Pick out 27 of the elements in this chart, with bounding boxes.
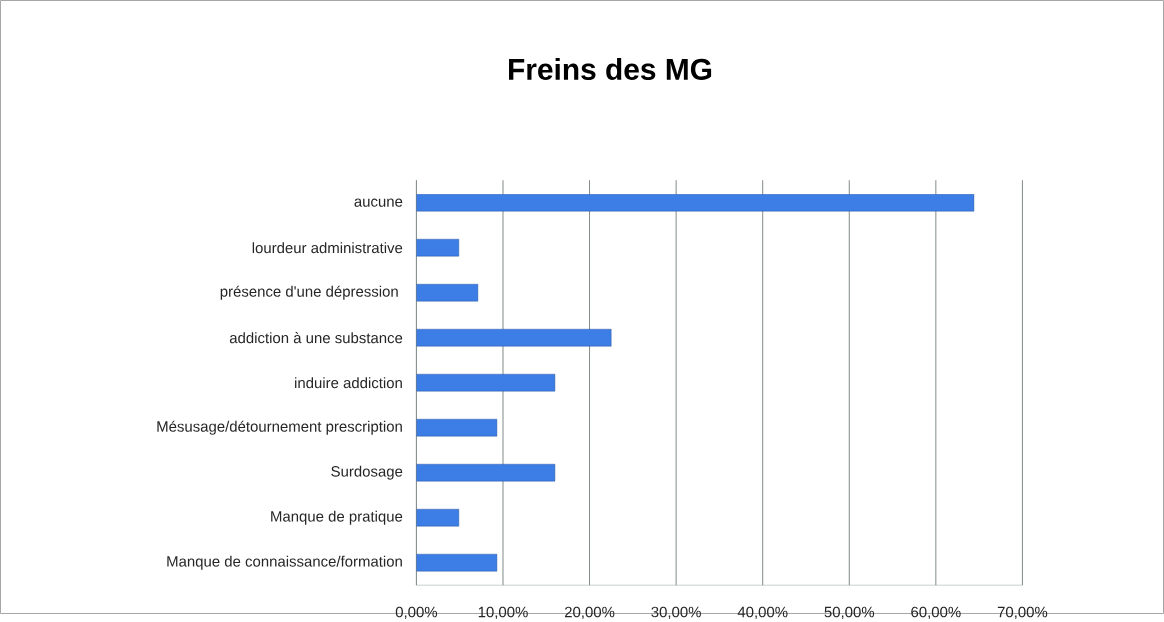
bar (416, 283, 479, 302)
y-tick-label: Manque de pratique (271, 510, 403, 525)
y-tick-label: Manque de connaissance/formation (167, 555, 402, 570)
y-tick-label: Mésusage/détournement prescription (157, 420, 402, 435)
bar (416, 508, 460, 527)
y-tick-label: lourdeur administrative (252, 242, 403, 253)
x-tick-label: 20,00% (564, 606, 615, 619)
y-tick-label: aucune (354, 198, 403, 207)
bar (416, 553, 498, 572)
y-tick-label: addiction à une substance (229, 331, 403, 344)
x-tick-label: 10,00% (478, 606, 528, 619)
bar (416, 328, 612, 347)
y-tick-label: présence d'une dépression (220, 285, 398, 300)
x-tick-label: 0,00% (395, 606, 438, 619)
y-tick-label: induire addiction (295, 377, 402, 388)
x-tick-label: 30,00% (651, 606, 701, 619)
y-tick-label: Surdosage (331, 465, 403, 480)
x-tick-label: 60,00% (911, 606, 961, 619)
bar (416, 418, 498, 437)
bar (416, 463, 556, 482)
x-tick-label: 40,00% (737, 606, 788, 619)
bar (416, 238, 460, 257)
x-tick-label: 50,00% (824, 606, 875, 619)
bar (416, 373, 556, 392)
bar (416, 193, 975, 212)
x-tick-label: 70,00% (997, 606, 1048, 619)
chart-title: Freins des MG (509, 57, 712, 80)
